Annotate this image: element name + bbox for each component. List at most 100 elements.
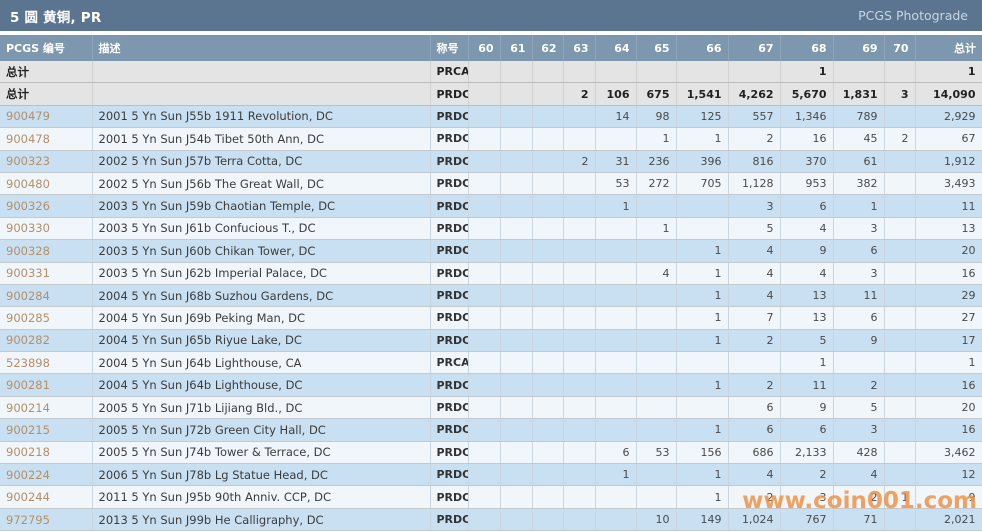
pcgs-number-link[interactable]: 900215 [6,422,50,437]
grade-67-cell: 557 [728,105,781,129]
pcgs-number-link[interactable]: 523898 [6,355,50,370]
grade-61-cell [500,396,533,420]
grade-69-cell [833,61,885,84]
grade-68-cell: 4 [780,217,834,241]
grade-65-cell [636,485,677,509]
grade-69-cell: 6 [833,306,885,330]
total-cell: 9 [915,485,982,509]
total-cell: 1 [915,351,982,375]
pcgs-number-link[interactable]: 900331 [6,266,50,281]
grade-65-cell [636,463,677,487]
table-row: 900281 2004 5 Yn Sun J64b Lighthouse, DC… [0,373,982,397]
grade-64-cell [595,217,637,241]
grade-63-cell [563,262,596,285]
pcgs-number-link[interactable]: 900323 [6,154,50,169]
grade-64-cell [595,351,637,375]
pcgs-number-link[interactable]: 900282 [6,333,50,348]
col-header-designation: 称号 [430,35,469,61]
grade-61-cell [500,217,533,241]
pcgs-number-link[interactable]: 900224 [6,467,50,482]
grade-62-cell [532,508,564,532]
designation-cell: PRDC [430,105,469,129]
grade-65-cell [636,61,677,84]
grade-65-cell [636,306,677,330]
col-header-grade-68: 68 [780,35,834,61]
grade-60-cell [468,150,501,173]
grade-66-cell [676,217,729,241]
grade-63-cell [563,306,596,330]
grade-62-cell [532,172,564,196]
table-row: 900218 2005 5 Yn Sun J74b Tower & Terrac… [0,441,982,465]
pcgs-number-link[interactable]: 900214 [6,400,50,415]
description-cell: 2004 5 Yn Sun J69b Peking Man, DC [92,306,431,330]
grade-66-cell: 1 [676,373,729,397]
pcgs-number-link: 总计 [6,64,29,79]
col-header-total: 总计 [915,35,982,61]
pcgs-number-link[interactable]: 900480 [6,176,50,191]
designation-cell: PRDC [430,373,469,397]
grade-69-cell [833,351,885,375]
pcgs-number-link[interactable]: 900326 [6,199,50,214]
grade-60-cell [468,441,501,465]
grade-65-cell: 10 [636,508,677,532]
pcgs-number-link[interactable]: 972795 [6,512,50,527]
grade-63-cell: 2 [563,82,596,106]
col-header-grade-69: 69 [833,35,885,61]
pcgs-number-link[interactable]: 900478 [6,131,50,146]
pcgs-number-link[interactable]: 900244 [6,490,50,505]
pcgs-number-link[interactable]: 900285 [6,310,50,325]
grade-62-cell [532,239,564,263]
grade-64-cell: 1 [595,463,637,487]
pcgs-number-link[interactable]: 900281 [6,378,50,393]
grade-67-cell: 4 [728,239,781,263]
grade-64-cell: 14 [595,105,637,129]
pcgs-number-link[interactable]: 900330 [6,221,50,236]
grade-60-cell [468,396,501,420]
pcgs-number-link[interactable]: 900284 [6,288,50,303]
grade-67-cell: 2 [728,329,781,353]
photograde-link[interactable]: PCGS Photograde [858,8,968,23]
designation-cell: PRDC [430,418,469,442]
grade-67-cell: 5 [728,217,781,241]
grade-65-cell [636,351,677,375]
grade-69-cell: 5 [833,396,885,420]
grade-65-cell [636,329,677,353]
designation-cell: PRDC [430,485,469,509]
grade-65-cell [636,396,677,420]
grade-65-cell: 675 [636,82,677,106]
grade-66-cell: 1 [676,463,729,487]
grade-61-cell [500,485,533,509]
grade-64-cell [595,485,637,509]
col-header-grade-61: 61 [500,35,533,61]
grade-68-cell: 1 [780,61,834,84]
pcgs-number-cell: 900326 [0,194,93,218]
grade-66-cell [676,396,729,420]
grade-64-cell: 6 [595,441,637,465]
pcgs-number-link[interactable]: 900328 [6,243,50,258]
designation-cell: PRDC [430,441,469,465]
total-cell: 11 [915,194,982,218]
grade-61-cell [500,508,533,532]
header-row: PCGS 编号 描述 称号 60 61 62 63 64 65 66 67 68… [0,35,982,61]
total-cell: 20 [915,239,982,263]
grade-68-cell: 3 [780,485,834,509]
grade-68-cell: 1,346 [780,105,834,129]
grade-63-cell [563,373,596,397]
grade-64-cell: 1 [595,194,637,218]
title-bar: 5 圆 黄铜, PR PCGS Photograde [0,0,982,31]
grade-70-cell [884,463,916,487]
grade-67-cell: 2 [728,485,781,509]
grade-66-cell: 705 [676,172,729,196]
grade-62-cell [532,373,564,397]
grade-65-cell: 4 [636,262,677,285]
pcgs-number-link[interactable]: 900479 [6,109,50,124]
pcgs-number-link[interactable]: 900218 [6,445,50,460]
grade-62-cell [532,127,564,151]
grade-64-cell [595,127,637,151]
pcgs-number-cell: 900323 [0,150,93,173]
total-cell: 14,090 [915,82,982,106]
grade-62-cell [532,150,564,173]
pcgs-number-cell: 972795 [0,508,93,532]
description-cell: 2005 5 Yn Sun J71b Lijiang Bld., DC [92,396,431,420]
col-header-grade-66: 66 [676,35,729,61]
